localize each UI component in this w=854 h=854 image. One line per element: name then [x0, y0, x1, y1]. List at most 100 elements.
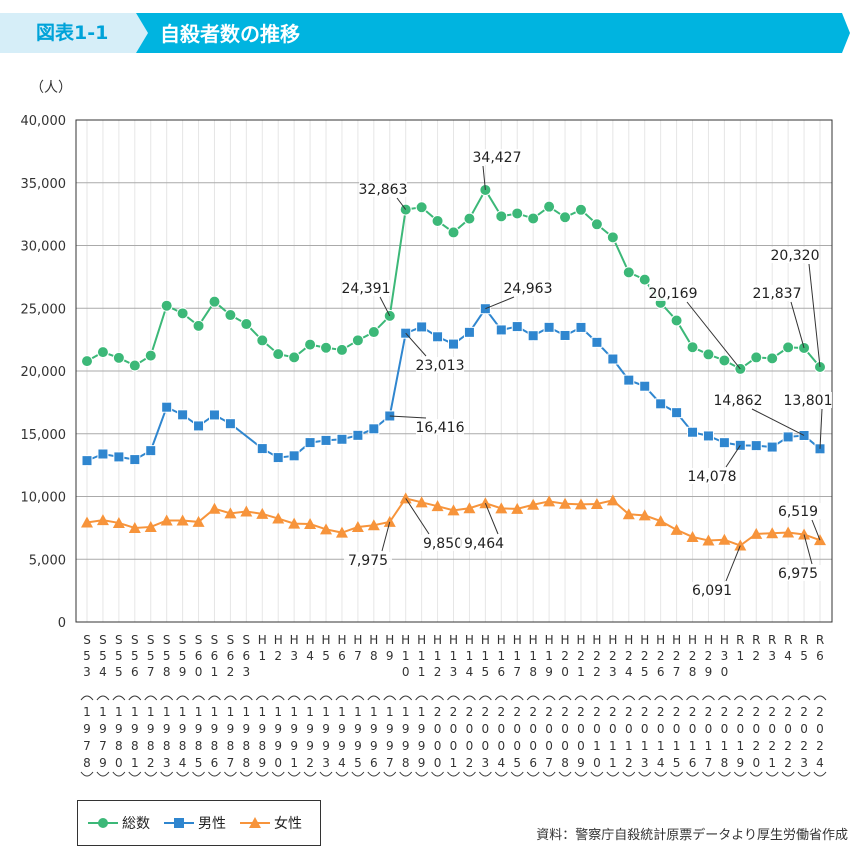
y-tick-label: 10,000	[21, 491, 67, 506]
paren-open	[176, 695, 190, 701]
paren-close	[160, 771, 174, 777]
male-point	[687, 426, 699, 438]
paren-close	[351, 771, 365, 777]
annotation-bg	[771, 247, 819, 263]
figure-header: 図表1-1 自殺者数の推移	[0, 13, 854, 53]
male-point	[97, 448, 109, 460]
male-point	[671, 407, 683, 419]
female-point	[128, 521, 141, 533]
male-point	[766, 441, 778, 453]
paren-open	[287, 695, 301, 701]
paren-close	[494, 771, 508, 777]
male-point	[432, 331, 444, 343]
data-label: 13,801	[784, 393, 833, 409]
paren-open	[606, 695, 620, 701]
x-tick-era: R6	[813, 633, 827, 665]
male-point	[750, 440, 762, 452]
annotation-leader-line	[389, 415, 427, 419]
total-point	[782, 341, 795, 354]
male-point	[543, 321, 555, 333]
male-point	[495, 324, 507, 336]
data-label: 6,091	[692, 583, 732, 599]
paren-open	[271, 695, 285, 701]
paren-close	[224, 771, 237, 777]
total-point	[240, 318, 253, 331]
x-tick-era: R1	[733, 633, 748, 665]
male-point	[527, 330, 539, 342]
total-point	[606, 231, 619, 244]
male-point	[623, 374, 635, 386]
triangle-marker-icon	[240, 817, 270, 828]
female-point	[559, 497, 572, 509]
x-tick-era: H2	[271, 633, 286, 665]
annotation-leader-line	[686, 301, 741, 370]
paren-close	[702, 771, 715, 777]
total-point	[638, 273, 651, 286]
female-point	[750, 527, 763, 539]
y-tick-label: 0	[58, 616, 66, 631]
x-tick-era: H12	[430, 633, 445, 681]
legend-item-male: 男性	[164, 813, 226, 833]
annotation-bg	[416, 419, 464, 435]
x-tick-era: H7	[350, 633, 365, 665]
paren-open	[765, 695, 779, 701]
paren-close	[765, 771, 779, 777]
total-point	[495, 210, 508, 223]
paren-close	[558, 771, 572, 777]
x-tick-era: H8	[366, 633, 381, 665]
paren-open	[622, 695, 636, 701]
data-label: 34,427	[473, 150, 522, 166]
total-point	[351, 334, 364, 347]
x-tick-era: H29	[701, 633, 716, 681]
female-point	[192, 515, 205, 527]
paren-open	[717, 695, 731, 701]
total-point	[224, 309, 237, 322]
total-point	[304, 338, 317, 351]
paren-open	[335, 695, 349, 701]
total-point	[208, 295, 221, 308]
paren-close	[510, 771, 524, 777]
total-point	[543, 200, 556, 213]
annotation-bg	[419, 535, 467, 551]
female-point	[718, 533, 731, 545]
female-point	[527, 498, 540, 510]
total-point	[670, 314, 683, 327]
plot-frame	[75, 119, 833, 623]
female-point	[335, 526, 348, 538]
paren-open	[112, 695, 126, 701]
male-series-line	[86, 306, 821, 462]
annotation-leader-line	[790, 301, 805, 349]
paren-open	[702, 695, 715, 701]
male-point	[352, 429, 364, 441]
female-point	[782, 526, 795, 538]
annotation-bg	[688, 468, 736, 484]
total-point	[144, 349, 157, 362]
total-point	[718, 354, 731, 367]
female-point	[112, 516, 125, 528]
data-label: 21,837	[753, 286, 802, 302]
